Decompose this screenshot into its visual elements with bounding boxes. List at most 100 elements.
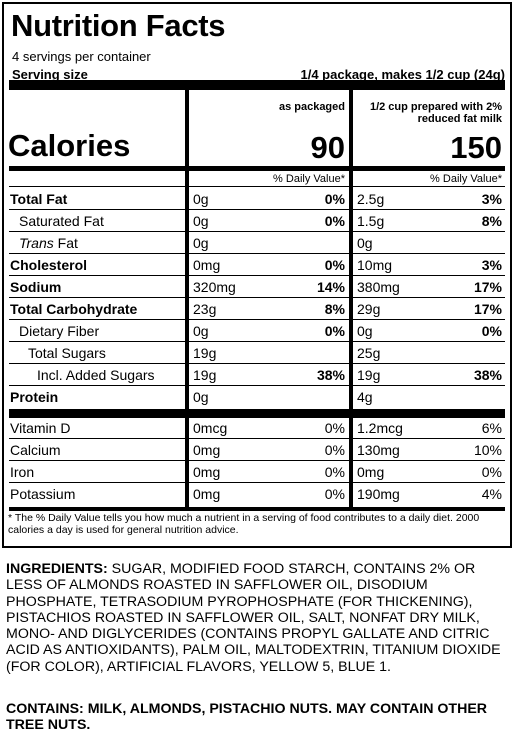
serving-size-value: 1/4 package, makes 1/2 cup (24g) [300,67,506,82]
nutrient-label: Incl. Added Sugars [37,367,155,383]
packaged-amount: 0mg [193,257,221,273]
prepared-daily-value: 3% [481,257,502,273]
packaged-daily-value: 38% [316,367,345,383]
prepared-amount: 25g [357,345,381,361]
packaged-daily-value: 0% [324,257,345,273]
ingredients-statement: INGREDIENTS: SUGAR, MODIFIED FOOD STARCH… [6,561,511,675]
column-divider-left [185,90,189,510]
packaged-amount: 0g [193,389,209,405]
prepared-amount: 380mg [357,279,400,295]
nutrient-label: Dietary Fiber [19,323,100,339]
prepared-amount: 10mg [357,257,393,273]
prepared-amount: 4g [357,389,373,405]
calories-prepared-value: 150 [450,130,502,165]
row-rule [9,319,505,320]
packaged-daily-value: 0% [324,191,345,207]
packaged-amount: 320mg [193,279,236,295]
vitamin-label: Iron [10,464,35,480]
row-rule [9,341,505,342]
nutrient-label: Total Carbohydrate [10,301,138,317]
allergen-statement: CONTAINS: MILK, ALMONDS, PISTACHIO NUTS.… [6,701,488,734]
packaged-amount: 0g [193,213,209,229]
row-rule [9,363,505,364]
prepared-daily-value: 17% [473,279,502,295]
nutrient-label: Total Sugars [28,345,106,361]
dv-header-prepared: % Daily Value* [430,173,502,185]
prepared-amount: 1.5g [357,213,385,229]
prepared-daily-value: 10% [473,442,502,458]
packaged-amount: 0g [193,323,209,339]
prepared-amount: 1.2mcg [357,420,403,436]
row-rule [9,186,505,187]
nutrient-label-rest: Fat [53,235,78,251]
packaged-amount: 0g [193,191,209,207]
prepared-daily-value: 8% [481,213,502,229]
prepared-amount: 29g [357,301,381,317]
daily-value-footnote: * The % Daily Value tells you how much a… [8,512,480,536]
nutrient-label: Sodium [10,279,62,295]
nutrient-label: Saturated Fat [19,213,104,229]
prepared-daily-value: 0% [481,464,502,480]
row-rule [9,209,505,210]
column-divider-right [349,90,353,510]
vitamin-label: Calcium [10,442,61,458]
row-rule [9,231,505,232]
row-rule [9,297,505,298]
packaged-daily-value: 0% [324,442,345,458]
row-rule [9,482,505,483]
prepared-daily-value: 38% [473,367,502,383]
packaged-amount: 23g [193,301,217,317]
row-rule [9,438,505,439]
prepared-daily-value: 4% [481,486,502,502]
packaged-column-header: as packaged [278,101,345,113]
packaged-amount: 0mg [193,464,221,480]
servings-per-container: 4 servings per container [12,49,151,64]
nutrient-label: Trans Fat [19,232,78,254]
panel-title: Nutrition Facts [11,8,226,43]
prepared-amount: 130mg [357,442,400,458]
row-rule [9,275,505,276]
prepared-amount: 19g [357,367,381,383]
thick-rule-vitamins [9,409,505,418]
thick-rule-top [9,80,505,90]
packaged-amount: 0mg [193,486,221,502]
row-rule [9,385,505,386]
row-rule [9,253,505,254]
packaged-daily-value: 0% [324,464,345,480]
packaged-amount: 19g [193,367,217,383]
packaged-daily-value: 0% [324,323,345,339]
prepared-amount: 0mg [357,464,385,480]
ingredients-label: INGREDIENTS: [6,561,108,577]
nutrition-facts-panel: Nutrition Facts 4 servings per container… [2,2,512,548]
nutrient-label-italic: Trans [19,235,54,251]
calories-packaged-value: 90 [310,130,345,165]
prepared-daily-value: 17% [473,301,502,317]
calories-label: Calories [8,128,131,163]
packaged-amount: 0g [193,235,209,251]
vitamin-label: Vitamin D [10,420,71,436]
nutrient-label: Total Fat [10,191,68,207]
packaged-daily-value: 0% [324,420,345,436]
rule-footnote [9,507,505,511]
serving-size-row: Serving size 1/4 package, makes 1/2 cup … [12,67,505,83]
medium-rule-calories [9,166,505,171]
packaged-daily-value: 0% [324,213,345,229]
packaged-daily-value: 8% [324,301,345,317]
packaged-amount: 0mcg [193,420,228,436]
prepared-amount: 2.5g [357,191,385,207]
prepared-daily-value: 6% [481,420,502,436]
serving-size-label: Serving size [12,67,88,82]
packaged-daily-value: 0% [324,486,345,502]
prepared-amount: 0g [357,323,373,339]
nutrient-label: Protein [10,389,59,405]
nutrient-label: Cholesterol [10,257,88,273]
prepared-column-header: 1/2 cup prepared with 2% reduced fat mil… [369,101,502,125]
vitamin-label: Potassium [10,486,76,502]
packaged-daily-value: 14% [316,279,345,295]
prepared-daily-value: 3% [481,191,502,207]
prepared-daily-value: 0% [481,323,502,339]
prepared-amount: 0g [357,235,373,251]
prepared-amount: 190mg [357,486,400,502]
packaged-amount: 0mg [193,442,221,458]
row-rule [9,460,505,461]
